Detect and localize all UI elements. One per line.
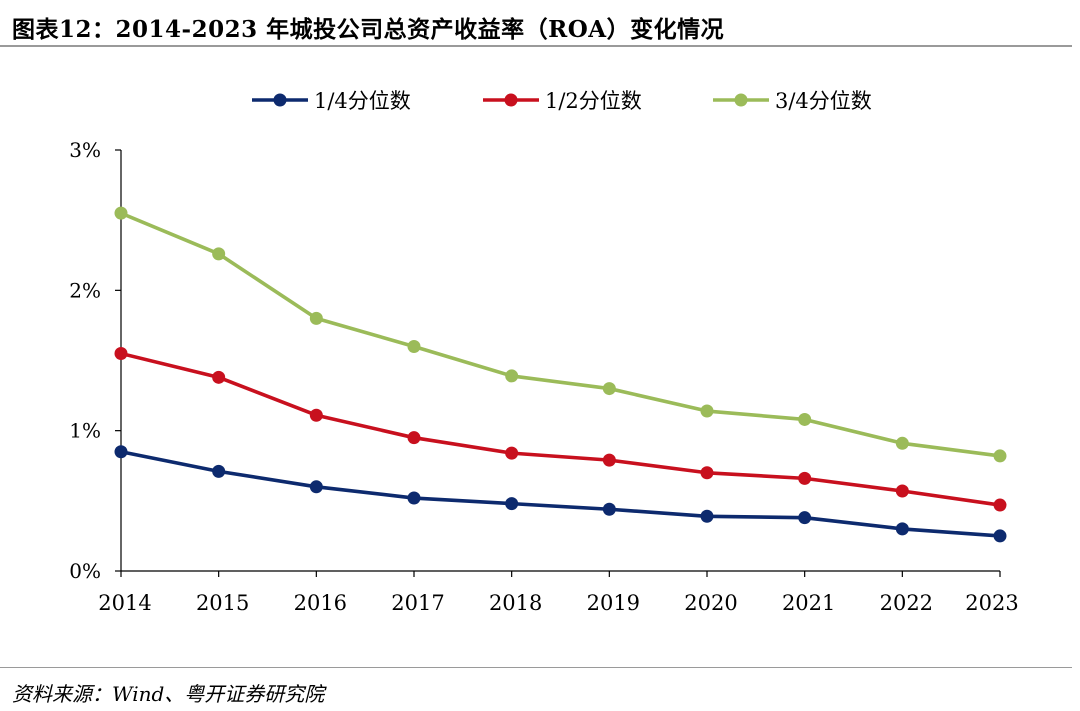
- data-point: [602, 453, 616, 467]
- x-tick-label: 2020: [684, 591, 737, 615]
- data-point: [212, 247, 226, 261]
- data-point: [895, 522, 909, 536]
- data-point: [505, 497, 519, 511]
- data-point: [895, 484, 909, 498]
- x-tick-label: 2017: [391, 591, 444, 615]
- data-point: [309, 311, 323, 325]
- data-point: [993, 529, 1007, 543]
- data-point: [993, 498, 1007, 512]
- data-point: [114, 346, 128, 360]
- y-tick-label: 2%: [69, 278, 101, 302]
- data-point: [993, 449, 1007, 463]
- data-point: [505, 446, 519, 460]
- data-point: [212, 464, 226, 478]
- data-point: [700, 404, 714, 418]
- figure-title: 图表12：2014-2023 年城投公司总资产收益率（ROA）变化情况: [12, 16, 725, 43]
- legend-swatch-marker: [273, 93, 287, 107]
- x-tick-label: 2019: [587, 591, 640, 615]
- data-point: [309, 480, 323, 494]
- x-tick-label: 2014: [98, 591, 151, 615]
- series-line: [120, 211, 1001, 458]
- x-tick-label: 2018: [489, 591, 542, 615]
- legend-label: 1/4分位数: [314, 89, 411, 113]
- series-2: [114, 346, 1007, 512]
- y-tick-label: 1%: [69, 419, 101, 443]
- y-tick-label: 0%: [69, 559, 101, 583]
- chart-series: [114, 206, 1007, 543]
- x-tick-label: 2021: [782, 591, 835, 615]
- series-3: [114, 206, 1007, 463]
- legend-swatch-marker: [734, 93, 748, 107]
- series-line: [120, 449, 1001, 538]
- data-point: [407, 491, 421, 505]
- x-tick-label: 2015: [196, 591, 249, 615]
- data-point: [798, 511, 812, 525]
- source-note: 资料来源：Wind、粤开证券研究院: [12, 682, 325, 706]
- data-point: [407, 339, 421, 353]
- chart-legend: 1/4分位数 1/2分位数 3/4分位数: [252, 89, 872, 113]
- data-point: [309, 408, 323, 422]
- source-divider: [0, 667, 1072, 668]
- series-line: [120, 351, 1001, 507]
- data-point: [700, 509, 714, 523]
- series-1: [114, 445, 1007, 543]
- data-point: [407, 431, 421, 445]
- legend-label: 3/4分位数: [775, 89, 872, 113]
- data-point: [602, 382, 616, 396]
- legend-item: 1/4分位数: [252, 89, 411, 113]
- data-point: [602, 502, 616, 516]
- legend-swatch-marker: [504, 93, 518, 107]
- data-point: [895, 436, 909, 450]
- data-point: [505, 369, 519, 383]
- x-tick-label: 2016: [294, 591, 347, 615]
- legend-label: 1/2分位数: [545, 89, 642, 113]
- data-point: [114, 206, 128, 220]
- chart-axes: 0% 1% 2% 3% 2014 2015 2016 2017 2018 2019 2020 2021…: [69, 138, 1018, 615]
- data-point: [798, 471, 812, 485]
- title-divider: [0, 45, 1072, 47]
- data-point: [212, 370, 226, 384]
- x-tick-label: 2023: [965, 591, 1018, 615]
- x-tick-label: 2022: [880, 591, 933, 615]
- y-tick-label: 3%: [69, 138, 101, 162]
- data-point: [114, 445, 128, 459]
- data-point: [700, 466, 714, 480]
- data-point: [798, 412, 812, 426]
- legend-item: 3/4分位数: [713, 89, 872, 113]
- legend-item: 1/2分位数: [483, 89, 642, 113]
